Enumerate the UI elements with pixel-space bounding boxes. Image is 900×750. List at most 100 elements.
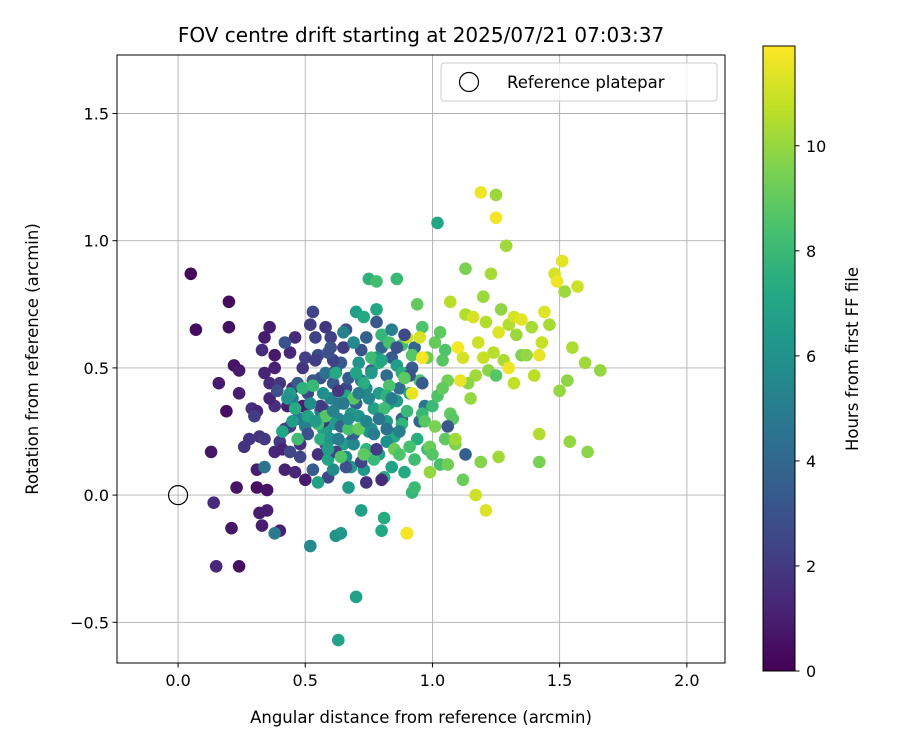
data-point — [451, 341, 465, 354]
data-point — [311, 476, 325, 489]
colorbar-tick-label: 0 — [806, 662, 816, 681]
data-point — [271, 384, 284, 398]
data-point — [487, 346, 500, 359]
data-point — [538, 305, 551, 319]
data-point — [441, 458, 455, 471]
data-point — [380, 369, 394, 382]
data-point — [380, 422, 394, 436]
data-point — [367, 453, 381, 466]
data-point — [370, 303, 383, 316]
data-point — [288, 402, 302, 415]
data-point — [400, 404, 414, 418]
data-point — [535, 336, 549, 349]
y-axis-label: Rotation from reference (arcmin) — [23, 223, 42, 495]
data-point — [309, 415, 322, 428]
x-tick-label: 1.0 — [420, 671, 445, 690]
data-point — [489, 211, 503, 225]
data-point — [357, 448, 371, 461]
data-point — [410, 432, 424, 446]
colorbar-tick-label: 10 — [806, 137, 826, 156]
data-point — [416, 320, 429, 334]
data-point — [286, 415, 299, 428]
data-point — [281, 392, 294, 405]
data-point — [393, 425, 406, 438]
data-point — [377, 402, 391, 415]
data-point — [385, 323, 399, 337]
data-point — [342, 412, 355, 426]
data-point — [288, 465, 302, 479]
y-tick-label: 0.0 — [84, 486, 109, 505]
data-point — [349, 590, 363, 604]
data-point — [367, 402, 381, 415]
data-point — [258, 460, 271, 474]
data-point — [515, 313, 528, 326]
data-point — [502, 361, 516, 375]
data-point — [352, 387, 366, 400]
data-point — [337, 326, 350, 339]
data-point — [375, 328, 388, 342]
data-point — [260, 483, 274, 497]
data-point — [360, 331, 373, 344]
data-point — [433, 326, 447, 339]
data-point — [329, 366, 343, 380]
data-point — [398, 371, 411, 385]
data-point — [347, 437, 360, 451]
data-point — [304, 539, 317, 553]
data-point — [533, 427, 546, 441]
data-point — [441, 420, 455, 433]
plot-frame — [116, 54, 726, 664]
data-point — [553, 384, 566, 398]
data-point — [428, 336, 442, 349]
data-point — [489, 369, 503, 382]
data-point — [357, 376, 371, 390]
data-point — [594, 364, 607, 377]
data-point — [339, 460, 353, 474]
data-point — [258, 331, 271, 344]
y-tick-label: 1.5 — [84, 105, 109, 124]
data-point — [268, 361, 282, 375]
colorbar-ticks: 0 2 4 6 8 10 — [795, 137, 826, 681]
data-point — [398, 328, 411, 342]
data-point — [332, 432, 345, 446]
data-point — [375, 354, 388, 367]
data-point — [581, 445, 594, 459]
x-tick-label: 1.5 — [547, 671, 572, 690]
y-axis: −0.5 0.0 0.5 1.0 1.5 — [70, 105, 117, 632]
data-point — [431, 216, 444, 230]
chart-title: FOV centre drift starting at 2025/07/21 … — [178, 23, 664, 47]
data-point — [276, 425, 289, 438]
data-point — [189, 323, 203, 337]
data-point — [416, 351, 429, 365]
data-point — [334, 527, 348, 540]
data-point — [332, 384, 345, 398]
data-point — [306, 305, 320, 319]
data-point — [316, 387, 330, 400]
data-point — [385, 392, 399, 405]
data-point — [232, 364, 246, 377]
data-points — [184, 186, 607, 647]
data-point — [365, 366, 378, 380]
data-point — [520, 348, 533, 362]
data-point — [278, 463, 292, 477]
data-point — [365, 351, 378, 365]
data-point — [222, 295, 236, 309]
y-tick-label: 1.0 — [84, 232, 109, 251]
data-point — [283, 346, 297, 359]
data-point — [263, 320, 276, 334]
data-point — [466, 310, 480, 324]
data-point — [550, 275, 564, 288]
data-point — [288, 331, 302, 344]
data-point — [566, 341, 579, 354]
data-point — [413, 331, 427, 344]
data-point — [349, 366, 363, 380]
data-point — [360, 476, 373, 489]
data-point — [184, 267, 198, 281]
x-axis: 0.0 0.5 1.0 1.5 2.0 — [165, 663, 700, 690]
data-point — [301, 427, 315, 441]
data-point — [296, 382, 310, 395]
data-point — [207, 496, 220, 510]
data-point — [533, 348, 546, 362]
data-point — [494, 303, 508, 316]
data-point — [370, 315, 383, 329]
